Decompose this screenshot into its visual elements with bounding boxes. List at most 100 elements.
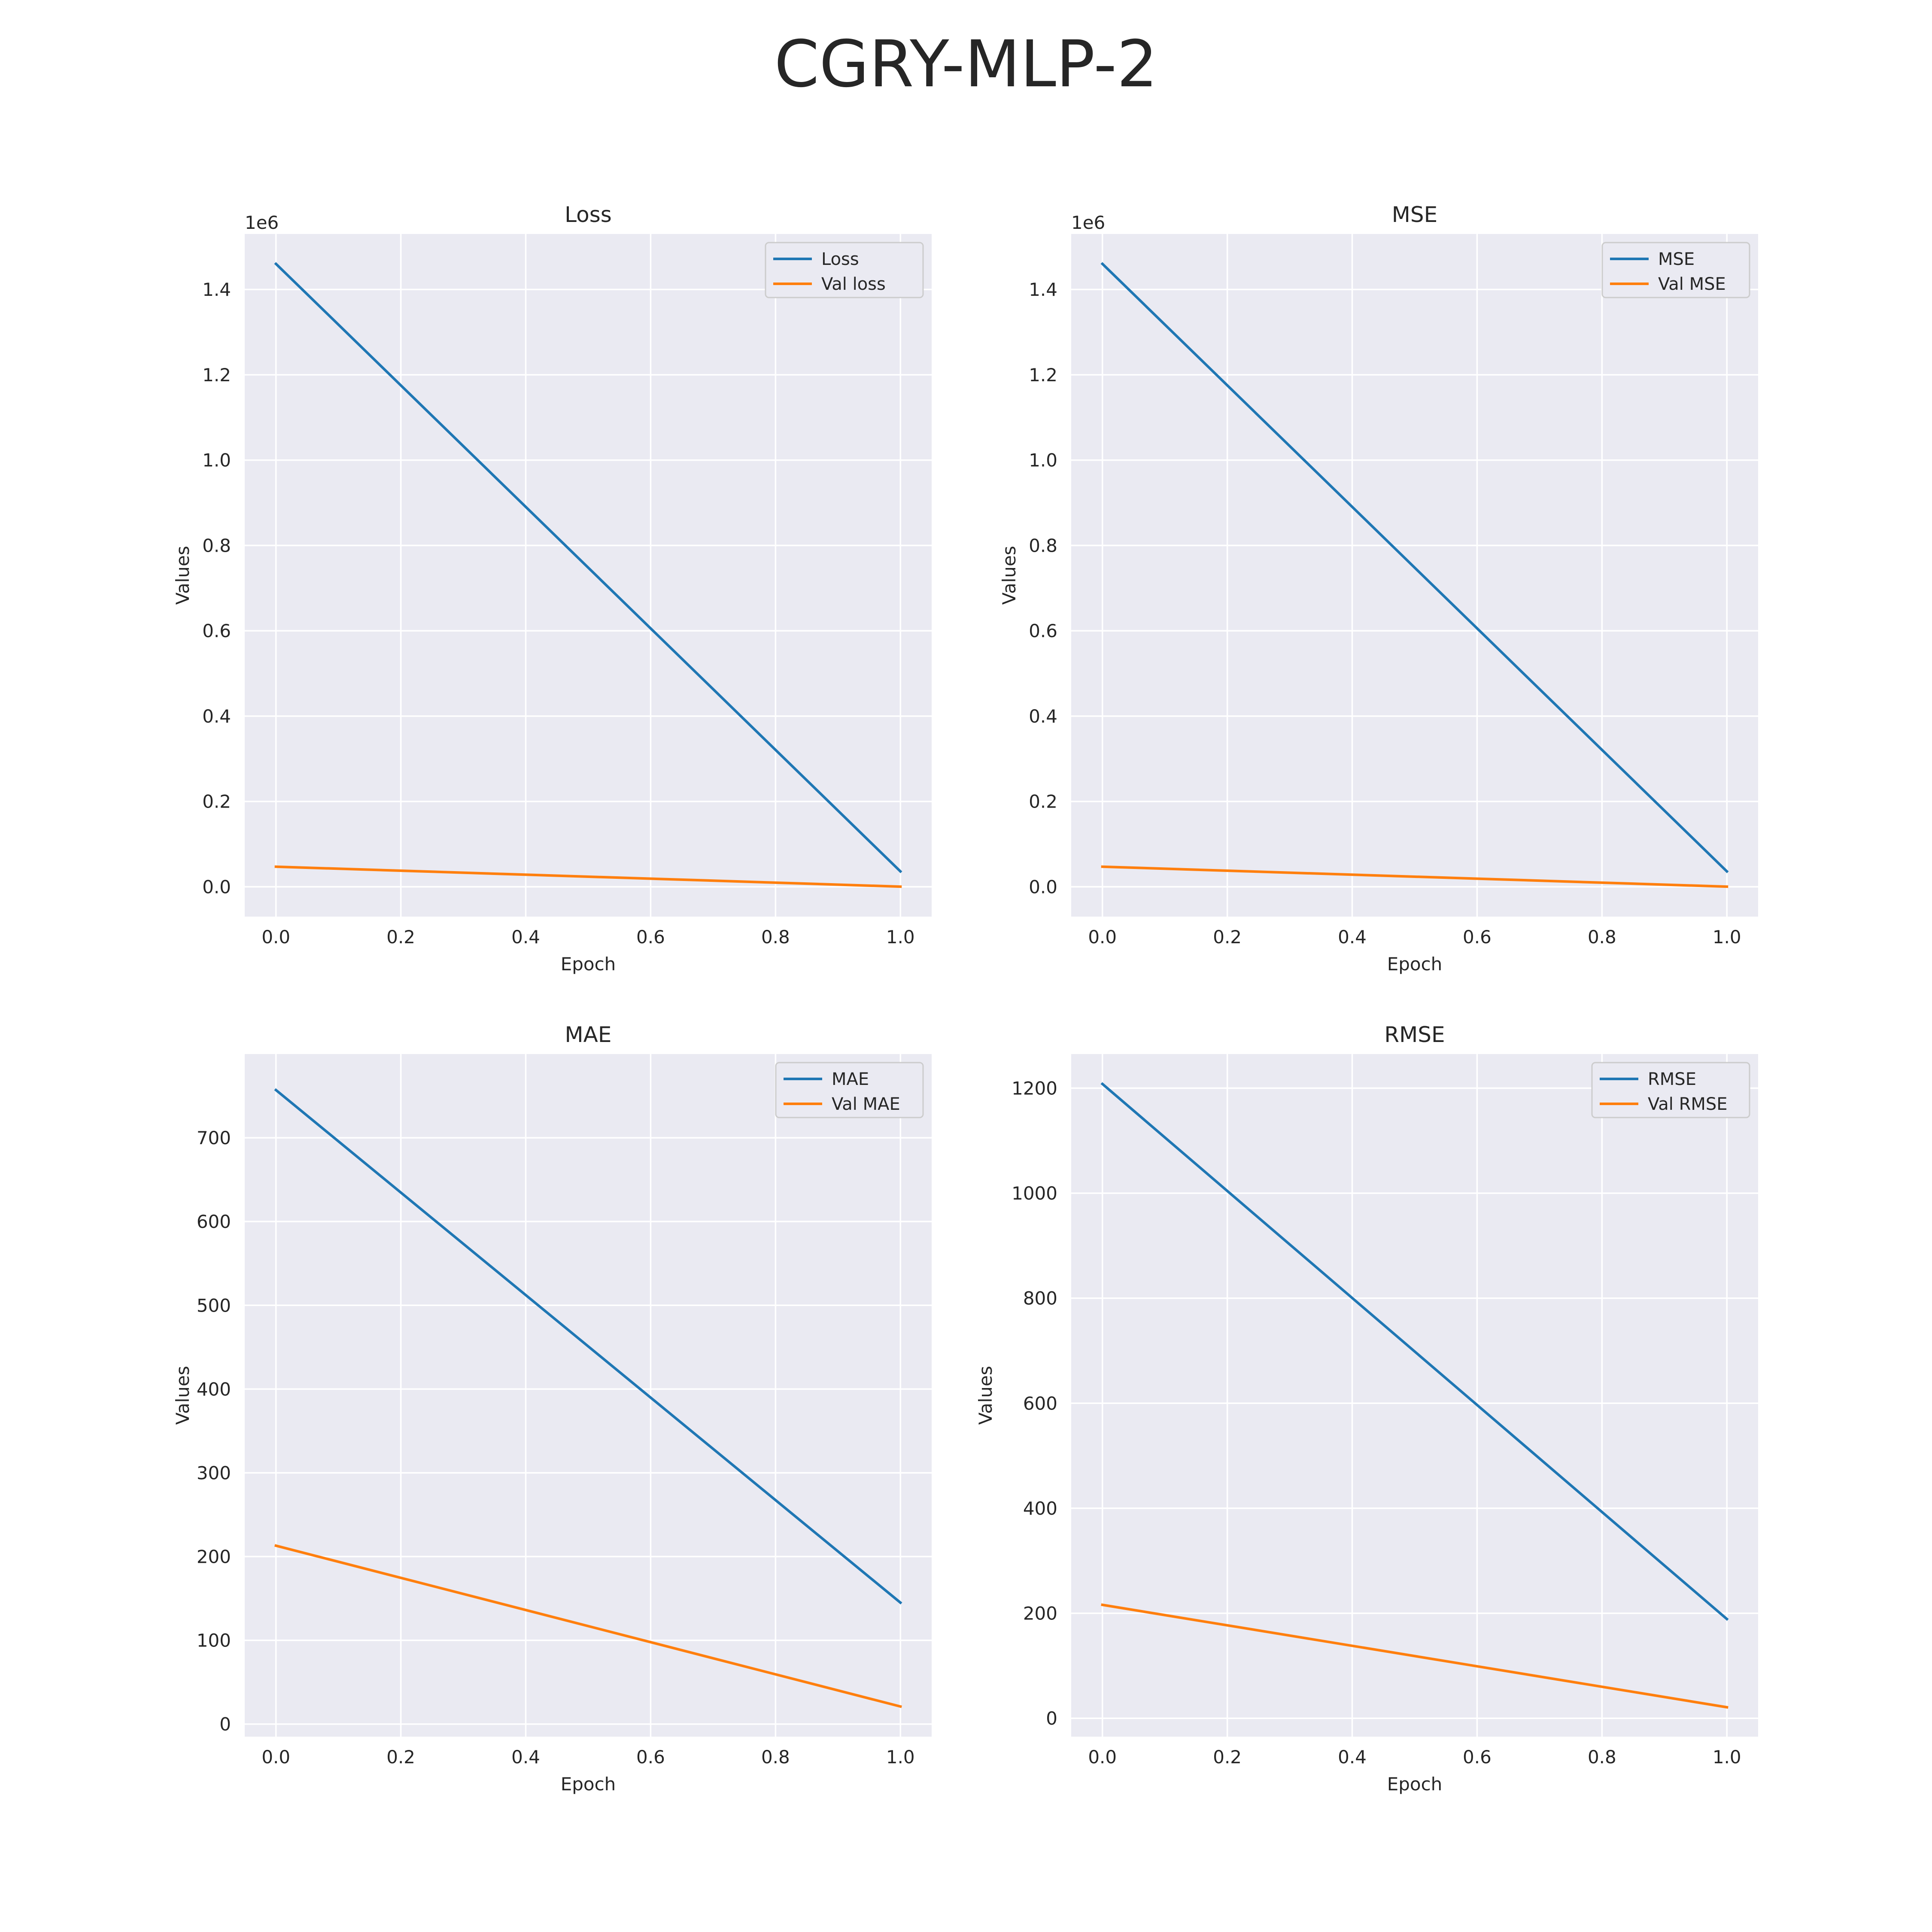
x-tick-label: 1.0 [886, 1747, 915, 1768]
subplot-mae: 0.0 0.2 0.4 0.6 0.8 1.0 0 100 200 300 400 500 600 700… [172, 1022, 932, 1795]
y-tick-label: 0.8 [202, 535, 231, 556]
subplot-loss: 0.0 0.2 0.4 0.6 0.8 1.0 0.0 0.2 0.4 0.6 0.8 1.0 1.2 1… [172, 202, 932, 975]
y-axis-label: Values [999, 546, 1020, 605]
y-tick-label: 600 [197, 1211, 231, 1232]
x-tick-label: 0.4 [1338, 1747, 1367, 1768]
subplot-title: MSE [1392, 202, 1437, 227]
y-axis-label: Values [172, 1366, 193, 1425]
x-tick-label: 0.4 [511, 927, 540, 948]
y-tick-label: 0 [219, 1714, 231, 1735]
y-tick-label: 500 [197, 1295, 231, 1316]
y-tick-label: 600 [1023, 1393, 1057, 1414]
y-offset-label: 1e6 [245, 212, 279, 233]
x-tick-label: 1.0 [1713, 927, 1741, 948]
x-tick-label: 0.2 [1213, 1747, 1242, 1768]
y-tick-label: 1.2 [202, 365, 231, 386]
series-line-val-mae [274, 1544, 902, 1708]
y-tick-label: 1.4 [202, 279, 231, 300]
plot-area-mae [245, 1054, 932, 1737]
plot-area-loss [245, 234, 932, 917]
y-tick-label: 1000 [1012, 1183, 1057, 1204]
legend-label: Loss [821, 249, 859, 269]
x-tick-label: 0.2 [1213, 927, 1242, 948]
subplot-title: Loss [565, 202, 612, 227]
y-offset-label: 1e6 [1071, 212, 1105, 233]
x-tick-label: 0.4 [1338, 927, 1367, 948]
x-tick-label: 1.0 [886, 927, 915, 948]
legend-label: Val MSE [1658, 274, 1726, 294]
legend-label: RMSE [1648, 1069, 1696, 1089]
y-tick-label: 400 [1023, 1498, 1057, 1519]
y-axis-label: Values [172, 546, 193, 605]
x-tick-label: 0.2 [386, 1747, 415, 1768]
subplot-title: RMSE [1384, 1022, 1445, 1047]
legend: Loss Val loss [765, 242, 924, 298]
legend-label: MAE [832, 1069, 869, 1089]
y-tick-label: 300 [197, 1462, 231, 1483]
x-tick-label: 0.0 [261, 1747, 290, 1768]
y-tick-label: 1.4 [1029, 279, 1057, 300]
x-tick-label: 0.8 [1588, 927, 1616, 948]
legend-label: MSE [1658, 249, 1695, 269]
y-tick-label: 1.0 [202, 450, 231, 471]
series-line-val-rmse [1101, 1603, 1728, 1709]
x-axis-label: Epoch [561, 1774, 616, 1795]
y-tick-label: 0.2 [1029, 791, 1057, 812]
x-tick-label: 0.2 [386, 927, 415, 948]
subplot-mse: 0.0 0.2 0.4 0.6 0.8 1.0 0.0 0.2 0.4 0.6 0.8 1.0 1.2 1… [999, 202, 1758, 975]
legend: MAE Val MAE [775, 1062, 924, 1118]
y-tick-label: 0.2 [202, 791, 231, 812]
x-tick-label: 0.6 [1463, 927, 1492, 948]
plot-area-rmse [1071, 1054, 1758, 1737]
series-line-mae [274, 1088, 902, 1605]
legend-label: Val MAE [832, 1094, 900, 1114]
y-tick-label: 1200 [1012, 1078, 1057, 1099]
y-tick-label: 0.6 [202, 620, 231, 641]
x-tick-label: 0.0 [1088, 927, 1117, 948]
y-tick-label: 200 [1023, 1603, 1057, 1624]
y-tick-label: 100 [197, 1630, 231, 1651]
x-tick-label: 0.6 [1463, 1747, 1492, 1768]
subplot-title: MAE [565, 1022, 612, 1047]
y-tick-label: 1.0 [1029, 450, 1057, 471]
x-tick-label: 0.0 [1088, 1747, 1117, 1768]
x-tick-label: 0.8 [761, 1747, 790, 1768]
x-axis-label: Epoch [1387, 954, 1443, 975]
x-tick-label: 0.6 [636, 1747, 665, 1768]
y-tick-label: 1.2 [1029, 365, 1057, 386]
figure-title: CGRY-MLP-2 [774, 27, 1158, 102]
y-tick-label: 0.8 [1029, 535, 1057, 556]
subplot-rmse: 0.0 0.2 0.4 0.6 0.8 1.0 0 200 400 600 800 1000 1200 R… [975, 1022, 1758, 1795]
y-tick-label: 0.0 [202, 876, 231, 897]
y-tick-label: 700 [197, 1127, 231, 1148]
x-tick-label: 0.8 [761, 927, 790, 948]
x-tick-label: 1.0 [1713, 1747, 1741, 1768]
series-line-val-loss [274, 865, 902, 888]
legend: RMSE Val RMSE [1591, 1062, 1750, 1118]
series-line-mse [1100, 262, 1729, 873]
legend-label: Val RMSE [1648, 1094, 1728, 1114]
y-tick-label: 800 [1023, 1288, 1057, 1309]
x-axis-label: Epoch [561, 954, 616, 975]
plot-area-mse [1071, 234, 1758, 917]
series-line-rmse [1100, 1082, 1729, 1621]
x-tick-label: 0.6 [636, 927, 665, 948]
y-tick-label: 200 [197, 1546, 231, 1567]
y-tick-label: 0.6 [1029, 620, 1057, 641]
legend-label: Val loss [821, 274, 886, 294]
series-line-val-mse [1101, 865, 1728, 888]
y-tick-label: 0 [1046, 1708, 1057, 1729]
x-tick-label: 0.8 [1588, 1747, 1616, 1768]
series-line-loss [274, 262, 902, 873]
legend: MSE Val MSE [1601, 242, 1750, 298]
y-tick-label: 0.4 [1029, 706, 1057, 727]
y-tick-label: 400 [197, 1379, 231, 1400]
x-axis-label: Epoch [1387, 1774, 1443, 1795]
y-axis-label: Values [975, 1366, 996, 1425]
y-tick-label: 0.4 [202, 706, 231, 727]
x-tick-label: 0.4 [511, 1747, 540, 1768]
x-tick-label: 0.0 [261, 927, 290, 948]
y-tick-label: 0.0 [1029, 876, 1057, 897]
